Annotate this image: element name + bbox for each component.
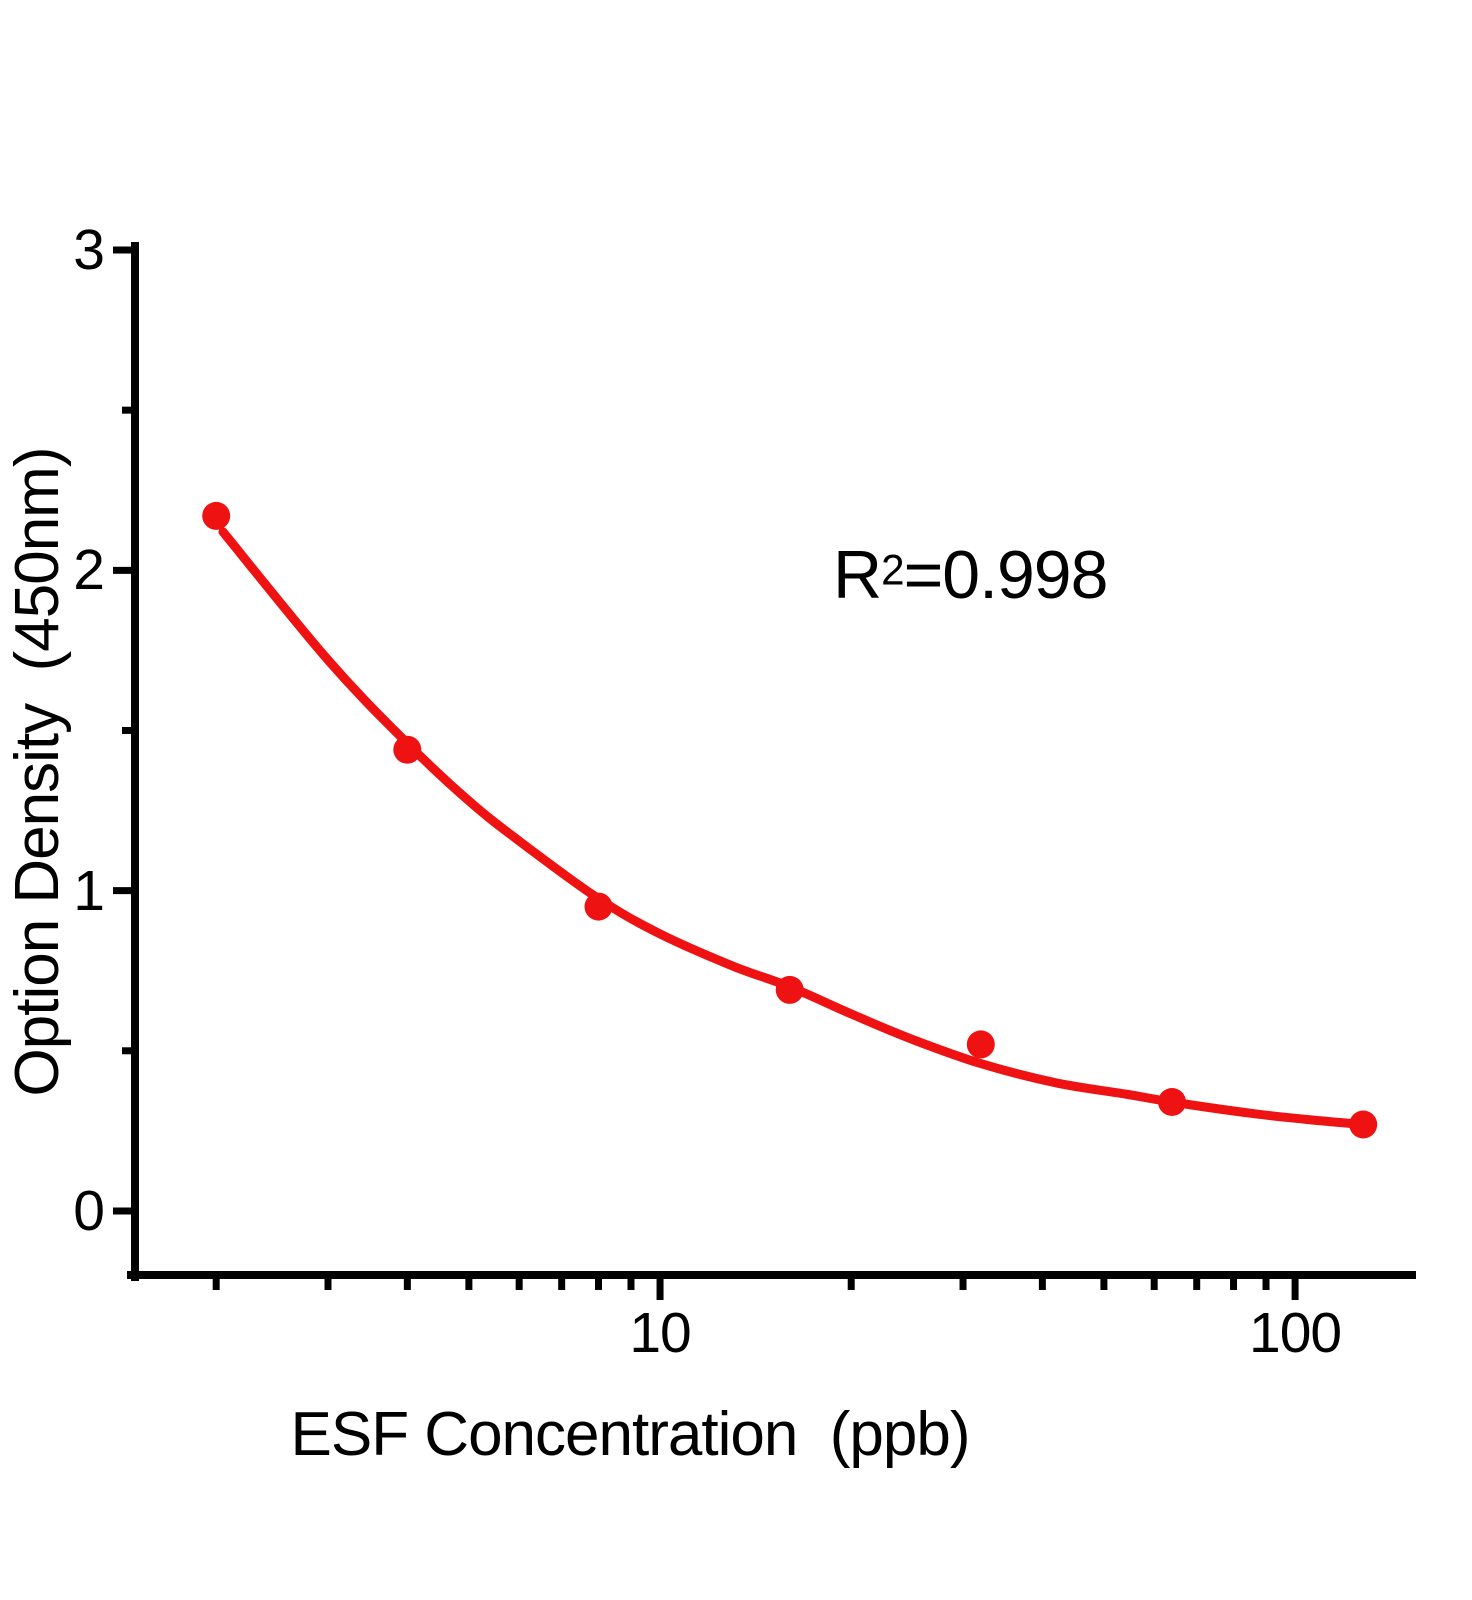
data-point	[966, 1030, 995, 1059]
axes	[127, 242, 1416, 1281]
y-tick-label: 2	[73, 538, 105, 603]
r-squared-base: R	[833, 537, 882, 613]
y-axis-title: Option Density (450nm)	[3, 447, 72, 1097]
y-tick-label: 1	[73, 858, 105, 923]
y-tick-label: 3	[73, 218, 105, 282]
x-tick-label: 10	[629, 1301, 691, 1365]
r-squared-annotation: R2=0.998	[833, 537, 1109, 613]
data-point	[1158, 1088, 1186, 1116]
data-point	[202, 501, 231, 530]
data-point	[393, 735, 422, 764]
x-tick-label: 100	[1249, 1301, 1342, 1365]
data-point	[775, 975, 804, 1004]
tick-marks	[113, 246, 1299, 1300]
y-tick-label: 0	[73, 1178, 105, 1243]
r-squared-value: =0.998	[903, 537, 1109, 613]
fit-curve-line	[218, 527, 1368, 1129]
data-points	[202, 501, 1378, 1139]
data-point	[1349, 1110, 1378, 1139]
data-point	[584, 892, 613, 921]
r-squared-exponent: 2	[881, 546, 904, 594]
x-axis-title: ESF Concentration (ppb)	[290, 1400, 970, 1469]
